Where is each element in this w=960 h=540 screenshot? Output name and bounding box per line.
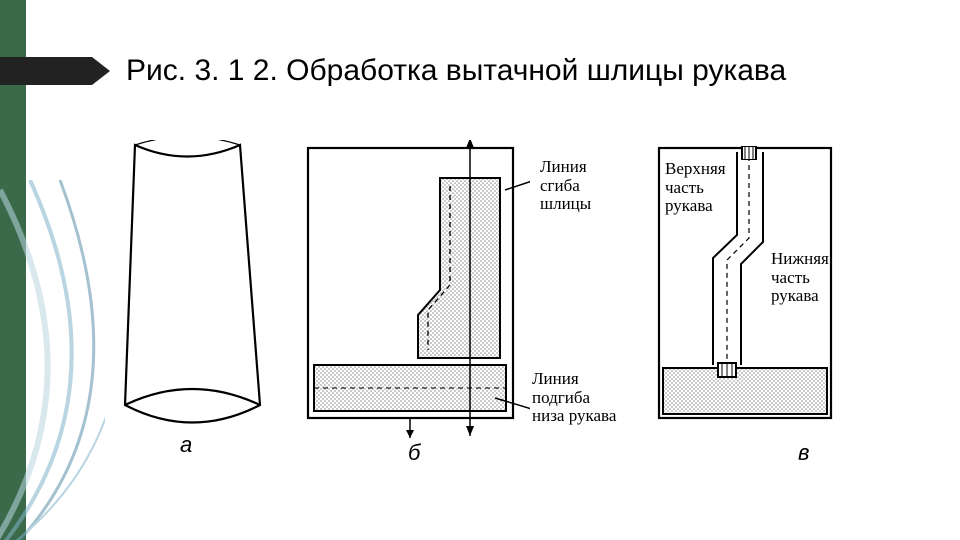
caption-a: а — [180, 432, 192, 458]
panel-b-svg — [300, 140, 530, 440]
page-title: Рис. 3. 1 2. Обработка вытачной шлицы ру… — [126, 54, 786, 88]
label-fold-line: Линиясгибашлицы — [540, 158, 591, 214]
label-hem-line: Линияподгибаниза рукава — [532, 370, 616, 426]
label-upper: Верхняячастьрукава — [665, 160, 726, 216]
panel-c: Верхняячастьрукава Нижняячастьрукава в — [653, 140, 913, 460]
slide: Рис. 3. 1 2. Обработка вытачной шлицы ру… — [0, 0, 960, 540]
panel-a: а — [105, 140, 270, 450]
title-bullet-icon — [0, 50, 118, 92]
label-lower: Нижняячастьрукава — [771, 250, 829, 306]
caption-b: б — [408, 440, 420, 466]
panel-b: Линиясгибашлицы Линияподгибаниза рукава … — [300, 140, 645, 470]
figure-area: а — [105, 140, 905, 480]
caption-c: в — [798, 440, 809, 466]
panel-a-svg — [105, 140, 270, 430]
title-row: Рис. 3. 1 2. Обработка вытачной шлицы ру… — [0, 50, 786, 92]
